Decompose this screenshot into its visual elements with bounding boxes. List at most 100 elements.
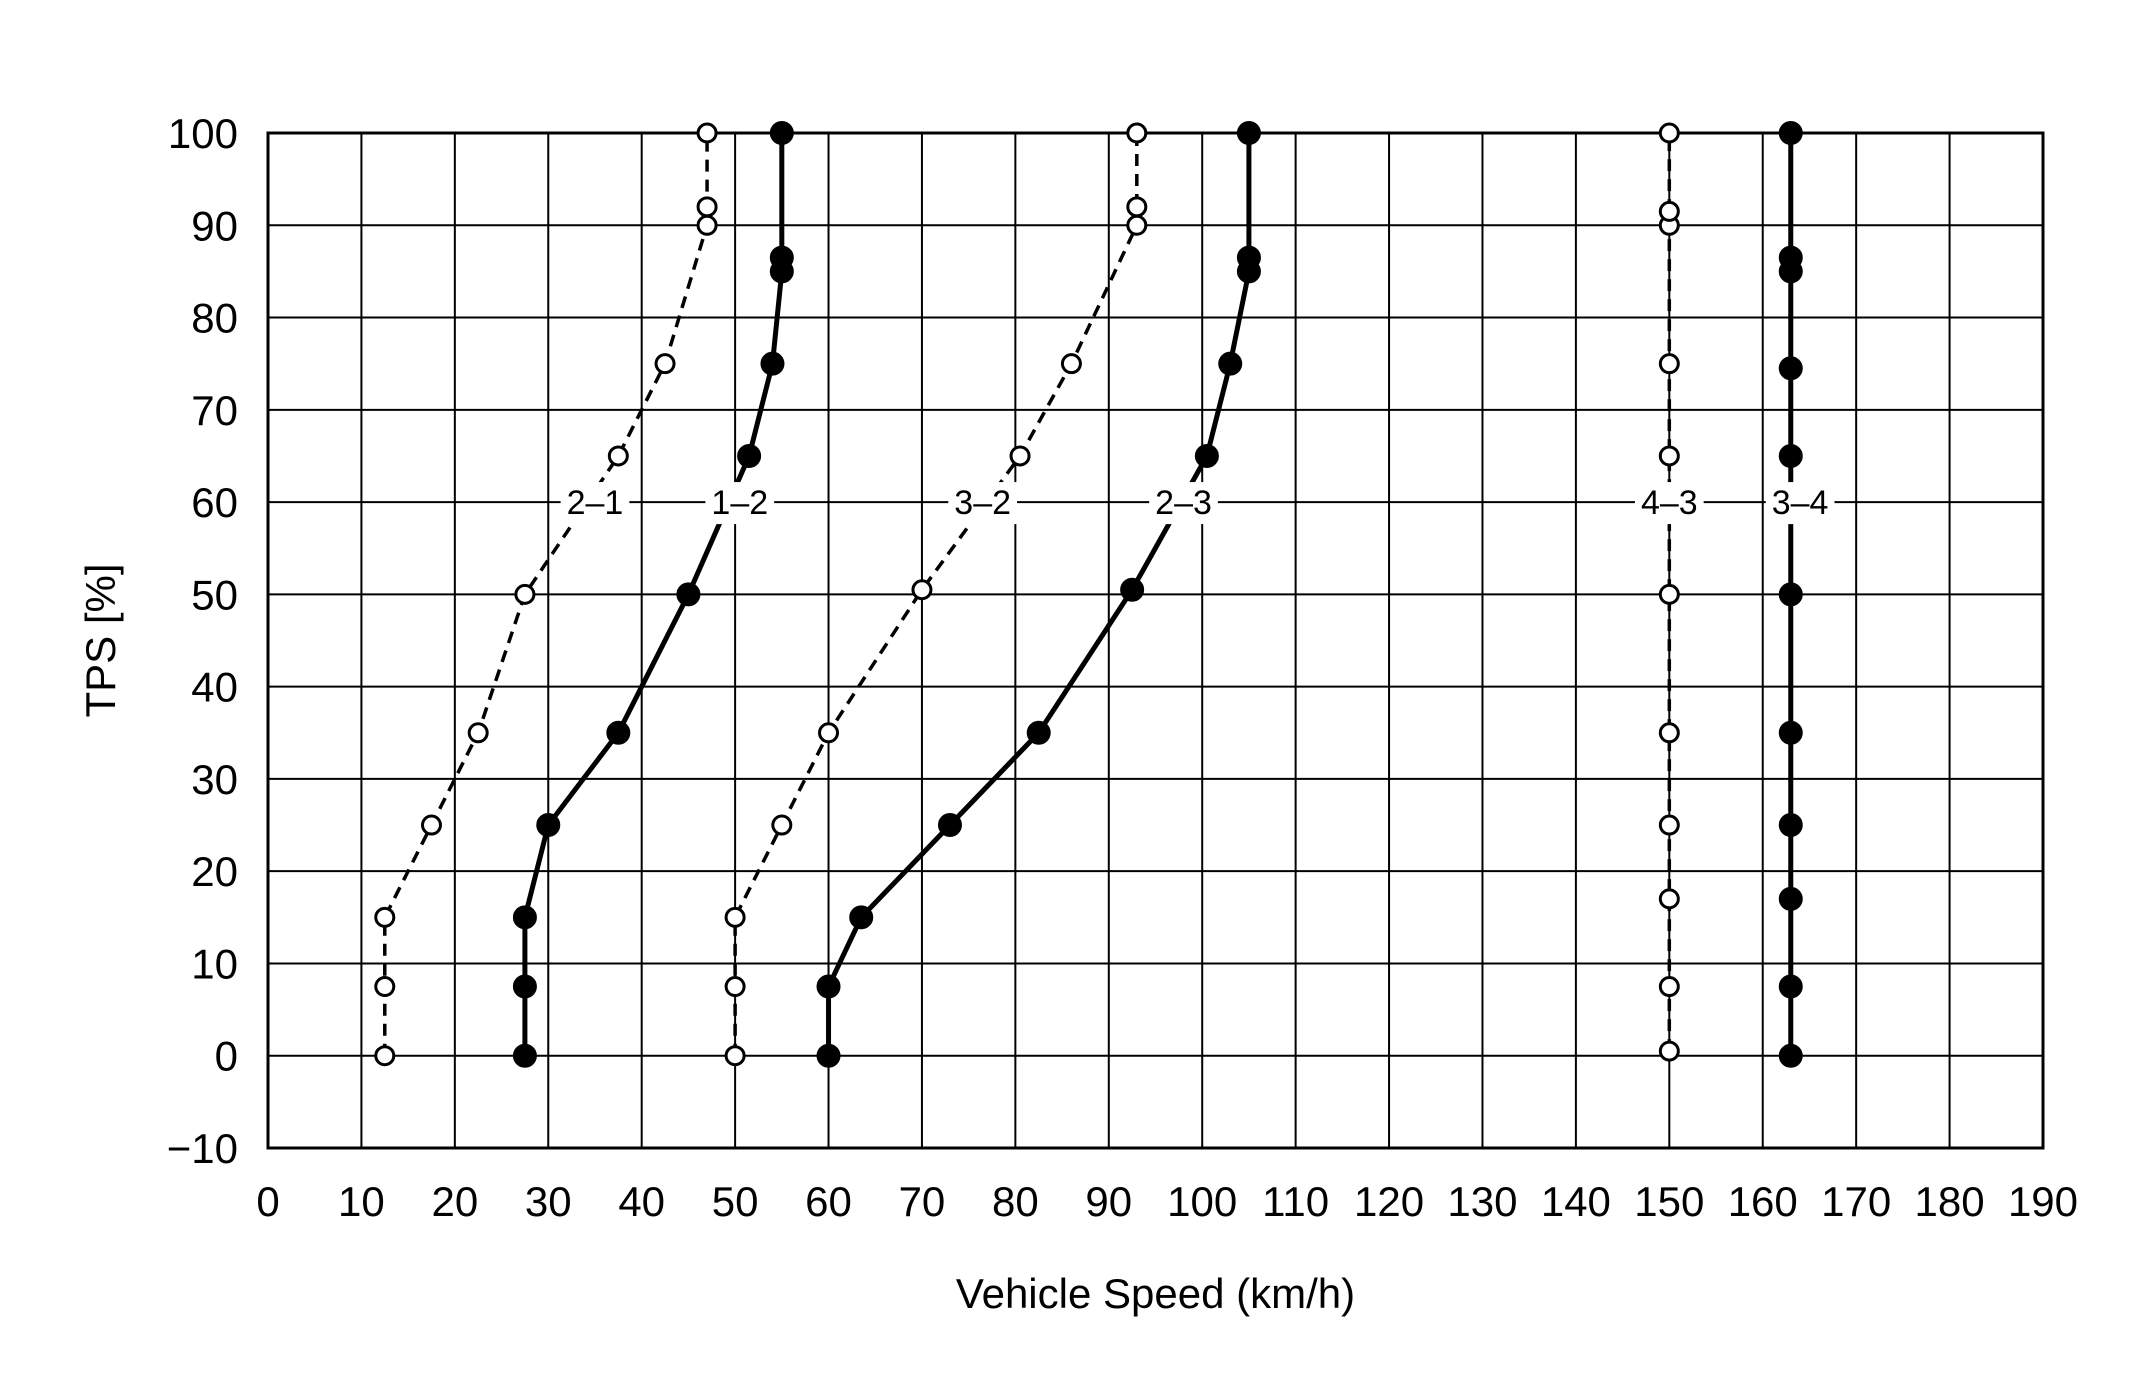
data-point <box>724 906 746 928</box>
data-point <box>514 583 536 605</box>
series-1 <box>374 122 718 1067</box>
data-point <box>1658 122 1680 144</box>
y-tick-label: 80 <box>191 295 238 342</box>
data-point <box>911 579 933 601</box>
series-5 <box>1658 122 1680 1062</box>
data-point <box>1778 356 1803 381</box>
y-axis-ticks: −10 0 10 20 30 40 50 60 70 80 90 100 <box>167 110 238 1172</box>
x-axis-title: Vehicle Speed (km/h) <box>956 1270 1355 1317</box>
data-point <box>420 814 442 836</box>
data-point <box>760 351 785 376</box>
x-tick-label: 10 <box>338 1178 385 1225</box>
series-group <box>374 121 1803 1068</box>
series-3 <box>724 122 1148 1067</box>
data-point <box>512 974 537 999</box>
series-label-bg <box>560 482 630 525</box>
data-point <box>1236 121 1261 145</box>
data-point <box>1658 976 1680 998</box>
data-point <box>1778 582 1803 607</box>
y-tick-label: 50 <box>191 571 238 618</box>
x-tick-label: 170 <box>1821 1178 1891 1225</box>
x-tick-label: 190 <box>2008 1178 2078 1225</box>
y-tick-label: 100 <box>168 110 238 157</box>
x-tick-label: 70 <box>899 1178 946 1225</box>
series-4 <box>816 121 1261 1068</box>
series-label-bg <box>705 482 775 525</box>
data-point <box>1778 443 1803 468</box>
series-label: 4–3 <box>1634 482 1704 525</box>
x-tick-label: 110 <box>1262 1178 1329 1225</box>
data-point <box>512 905 537 930</box>
data-point <box>1009 445 1031 467</box>
x-tick-label: 180 <box>1915 1178 1985 1225</box>
y-tick-label: 40 <box>191 664 238 711</box>
series-2 <box>512 121 794 1068</box>
data-point <box>818 722 840 744</box>
data-point <box>1658 722 1680 744</box>
data-point <box>849 905 874 930</box>
series-label: 2–1 <box>560 482 630 525</box>
x-tick-label: 40 <box>618 1178 665 1225</box>
data-point <box>816 974 841 999</box>
x-tick-label: 80 <box>992 1178 1039 1225</box>
data-point <box>1218 351 1243 376</box>
data-point <box>1026 720 1051 745</box>
data-point <box>769 245 794 270</box>
series-label-bg <box>1634 482 1704 525</box>
series-label-text: 2–1 <box>567 484 624 522</box>
x-tick-label: 150 <box>1634 1178 1704 1225</box>
data-point <box>1658 583 1680 605</box>
data-point <box>607 445 629 467</box>
data-point <box>1194 443 1219 468</box>
data-point <box>467 722 489 744</box>
series-label-bg <box>1765 482 1835 525</box>
data-point <box>1778 720 1803 745</box>
x-tick-label: 160 <box>1728 1178 1798 1225</box>
x-axis-ticks: 0 10 20 30 40 50 60 70 80 90 100 110 120 130 140 150 160… <box>256 1178 2078 1225</box>
data-point <box>1778 813 1803 838</box>
data-point <box>769 121 794 145</box>
data-point <box>1778 121 1803 145</box>
data-point <box>724 1045 746 1067</box>
x-tick-label: 120 <box>1354 1178 1424 1225</box>
data-point <box>696 122 718 144</box>
data-point <box>1658 353 1680 375</box>
y-axis-title: TPS [%] <box>77 563 124 717</box>
data-point <box>1126 122 1148 144</box>
x-tick-label: 140 <box>1541 1178 1611 1225</box>
data-point <box>1658 888 1680 910</box>
y-tick-label: 30 <box>191 756 238 803</box>
data-point <box>1778 245 1803 270</box>
y-tick-label: 90 <box>191 202 238 249</box>
data-point <box>1658 814 1680 836</box>
x-tick-label: 60 <box>805 1178 852 1225</box>
x-tick-label: 130 <box>1447 1178 1517 1225</box>
x-tick-label: 20 <box>431 1178 478 1225</box>
data-point <box>536 813 561 838</box>
data-point <box>374 906 396 928</box>
data-point <box>374 1045 396 1067</box>
data-point <box>654 353 676 375</box>
y-tick-label: 0 <box>215 1033 238 1080</box>
data-point <box>1658 200 1680 222</box>
data-point <box>1126 214 1148 236</box>
y-tick-label: 60 <box>191 479 238 526</box>
x-tick-label: 100 <box>1167 1178 1237 1225</box>
data-point <box>1778 886 1803 911</box>
data-point <box>1236 245 1261 270</box>
series-labels: 2–1 1–2 3–2 2–3 4–3 3–4 <box>560 482 1835 525</box>
series-label-text: 1–2 <box>711 484 768 522</box>
series-6 <box>1778 121 1803 1068</box>
data-point <box>937 813 962 838</box>
x-tick-label: 30 <box>525 1178 572 1225</box>
plot-area-frame <box>266 131 2045 1150</box>
data-point <box>512 1043 537 1068</box>
series-label-bg <box>948 482 1018 525</box>
data-point <box>1658 1040 1680 1062</box>
series-label-text: 3–2 <box>954 484 1011 522</box>
data-point <box>696 214 718 236</box>
x-tick-label: 0 <box>256 1178 279 1225</box>
data-point <box>1658 445 1680 467</box>
